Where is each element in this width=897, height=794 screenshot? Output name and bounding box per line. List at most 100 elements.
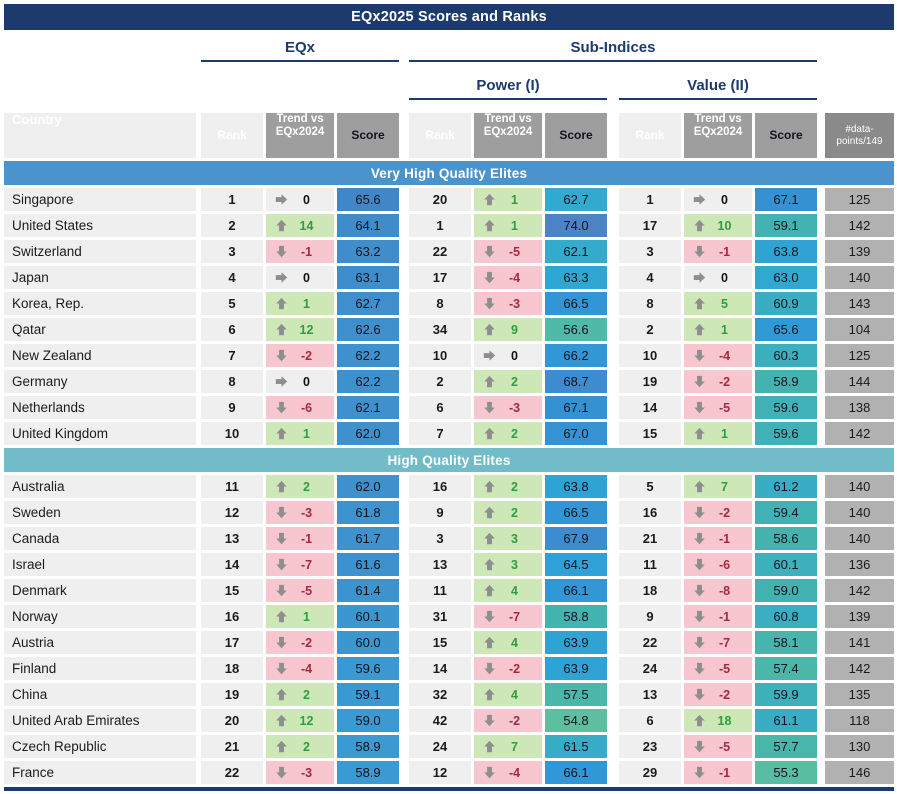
trend-value: -8: [718, 583, 731, 598]
value-rank-cell: 23: [619, 735, 681, 758]
datapoints-cell: 140: [825, 475, 894, 498]
sub-indices-group-label: Sub-Indices: [409, 39, 817, 62]
eqx-rank-cell: 4: [201, 266, 263, 289]
value-rank-cell: 29: [619, 761, 681, 784]
power-rank-column-header: Rank: [409, 113, 471, 158]
value-rank-cell: 3: [619, 240, 681, 263]
eqx-score-cell: 58.9: [337, 735, 399, 758]
value-rank-cell: 19: [619, 370, 681, 393]
value-score-cell: 60.1: [755, 553, 817, 576]
power-score-cell: 74.0: [545, 214, 607, 237]
country-cell: Austria: [4, 631, 196, 654]
trend-value: -2: [300, 348, 313, 363]
trend-value: 0: [303, 270, 310, 285]
power-rank-cell: 10: [409, 344, 471, 367]
value-score-cell: 65.6: [755, 318, 817, 341]
trend-right-icon: [275, 194, 288, 205]
power-score-cell: 68.7: [545, 370, 607, 393]
power-score-cell: 63.8: [545, 475, 607, 498]
trend-up-icon: [484, 219, 495, 232]
power-rank-cell: 24: [409, 735, 471, 758]
eqx-score-cell: 62.0: [337, 475, 399, 498]
power-trend-cell: 4: [474, 579, 542, 602]
value-score-cell: 60.9: [755, 292, 817, 315]
table-title: EQx2025 Scores and Ranks: [351, 9, 547, 25]
trend-up-icon: [276, 297, 287, 310]
trend-value: 2: [511, 505, 518, 520]
table-row: China 19 2 59.1 32 4 57.5 13 -2 59.9 135: [4, 683, 894, 706]
eqx-trend-cell: -2: [266, 344, 334, 367]
power-trend-cell: -3: [474, 396, 542, 419]
power-score-cell: 54.8: [545, 709, 607, 732]
table-row: Denmark 15 -5 61.4 11 4 66.1 18 -8 59.0 142: [4, 579, 894, 602]
power-trend-cell: 3: [474, 553, 542, 576]
trend-right-icon: [275, 376, 288, 387]
trend-up-icon: [694, 297, 705, 310]
power-score-cell: 56.6: [545, 318, 607, 341]
trend-value: -2: [718, 687, 731, 702]
eqx-score-cell: 65.6: [337, 188, 399, 211]
trend-value: 0: [721, 270, 728, 285]
trend-down-icon: [276, 766, 287, 779]
trend-up-icon: [484, 532, 495, 545]
power-trend-cell: 0: [474, 344, 542, 367]
value-trend-cell: -2: [684, 501, 752, 524]
trend-down-icon: [694, 245, 705, 258]
power-trend-cell: 2: [474, 475, 542, 498]
power-rank-cell: 13: [409, 553, 471, 576]
trend-value: -5: [718, 400, 731, 415]
trend-value: 1: [303, 296, 310, 311]
value-trend-cell: -2: [684, 683, 752, 706]
trend-down-icon: [694, 610, 705, 623]
trend-value: -2: [508, 713, 521, 728]
table-row: Singapore 1 0 65.6 20 1 62.7 1 0 67.1 125: [4, 188, 894, 211]
value-rank-cell: 11: [619, 553, 681, 576]
trend-value: -7: [508, 609, 521, 624]
table-row: Austria 17 -2 60.0 15 4 63.9 22 -7 58.1 141: [4, 631, 894, 654]
power-trend-cell: -7: [474, 605, 542, 628]
datapoints-cell: 104: [825, 318, 894, 341]
table-row: Norway 16 1 60.1 31 -7 58.8 9 -1 60.8 139: [4, 605, 894, 628]
trend-up-icon: [484, 740, 495, 753]
power-rank-cell: 3: [409, 527, 471, 550]
value-score-cell: 60.3: [755, 344, 817, 367]
eqx-rank-cell: 5: [201, 292, 263, 315]
trend-value: 4: [511, 635, 518, 650]
value-rank-cell: 16: [619, 501, 681, 524]
value-rank-cell: 21: [619, 527, 681, 550]
trend-up-icon: [484, 688, 495, 701]
eqx-rank-cell: 12: [201, 501, 263, 524]
datapoints-column-header: #data- points/149: [825, 113, 894, 158]
eqx-trend-cell: 14: [266, 214, 334, 237]
trend-value: 2: [303, 687, 310, 702]
trend-up-icon: [694, 480, 705, 493]
trend-down-icon: [276, 401, 287, 414]
section-header: Very High Quality Elites: [4, 161, 894, 185]
trend-value: 3: [511, 531, 518, 546]
power-rank-cell: 1: [409, 214, 471, 237]
datapoints-cell: 141: [825, 631, 894, 654]
eqx-rank-cell: 7: [201, 344, 263, 367]
eqx-trend-cell: -3: [266, 501, 334, 524]
value-trend-cell: 7: [684, 475, 752, 498]
power-trend-cell: -5: [474, 240, 542, 263]
trend-down-icon: [276, 558, 287, 571]
eqx-rank-cell: 1: [201, 188, 263, 211]
trend-up-icon: [276, 714, 287, 727]
value-rank-cell: 17: [619, 214, 681, 237]
trend-down-icon: [276, 506, 287, 519]
value-trend-cell: -8: [684, 579, 752, 602]
trend-down-icon: [694, 740, 705, 753]
trend-down-icon: [694, 688, 705, 701]
country-cell: Germany: [4, 370, 196, 393]
eqx-trend-cell: -4: [266, 657, 334, 680]
power-trend-cell: 2: [474, 422, 542, 445]
table-row: Qatar 6 12 62.6 34 9 56.6 2 1 65.6 104: [4, 318, 894, 341]
value-rank-cell: 13: [619, 683, 681, 706]
trend-value: 12: [299, 713, 314, 728]
value-score-cell: 61.2: [755, 475, 817, 498]
trend-down-icon: [694, 766, 705, 779]
trend-right-icon: [275, 272, 288, 283]
trend-down-icon: [694, 506, 705, 519]
power-trend-cell: 2: [474, 501, 542, 524]
